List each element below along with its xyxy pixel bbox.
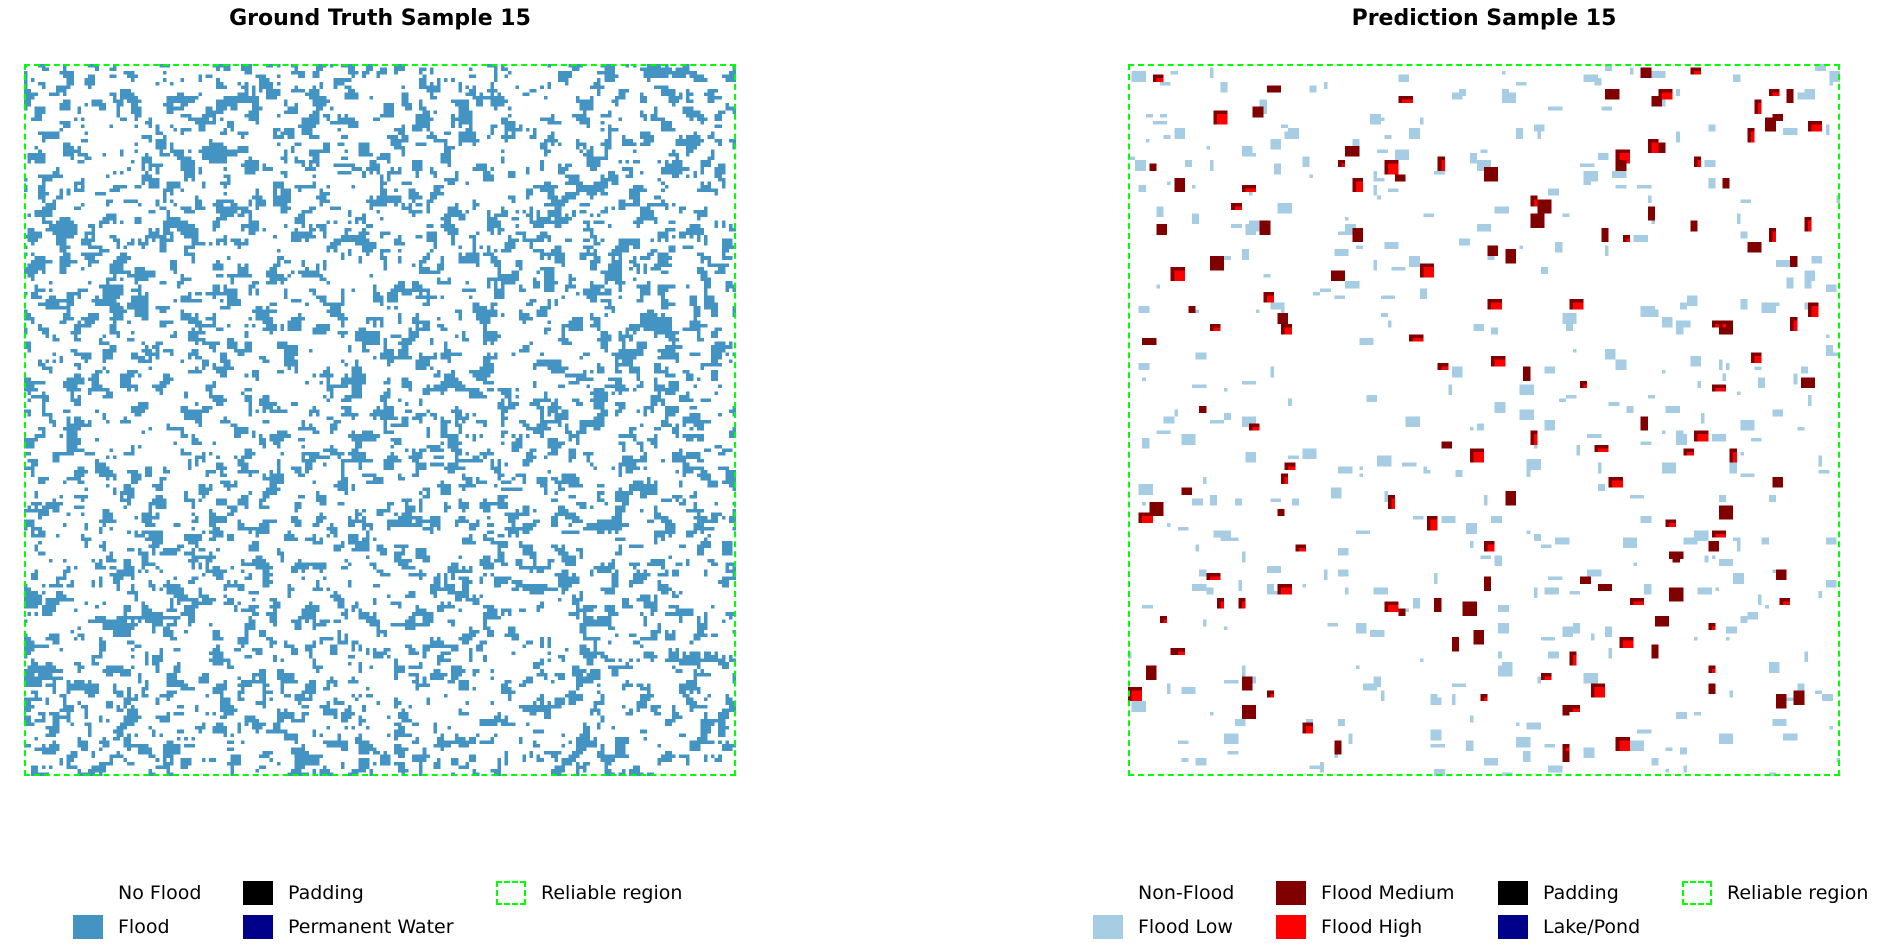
legend-swatch [243,915,273,939]
legend-label: Lake/Pond [1543,916,1641,938]
legend-item-reliable-region: Reliable region [1682,880,1868,906]
reliable-region-outline [1128,64,1840,776]
legend-label: Flood Low [1138,916,1233,938]
reliable-region-outline [24,64,736,776]
legend-item-flood: Flood [73,914,170,940]
legend-label: Non-Flood [1138,882,1235,904]
legend-swatch [73,915,103,939]
legend-item-no-flood: No Flood [73,880,201,906]
legend-swatch [243,881,273,905]
legend-item-flood-high: Flood High [1276,914,1422,940]
legend-swatch [1498,881,1528,905]
legend-swatch [1276,881,1306,905]
legend-label: Flood [118,916,170,938]
legend-item-padding: Padding [1498,880,1619,906]
legend-label: Reliable region [1727,882,1869,904]
legend-swatch [73,881,103,905]
legend-item-lake-pond: Lake/Pond [1498,914,1640,940]
legend-label: No Flood [118,882,202,904]
ground-truth-raster [24,64,736,776]
legend-swatch [1498,915,1528,939]
prediction-title: Prediction Sample 15 [1351,6,1617,31]
legend-item-flood-medium: Flood Medium [1276,880,1455,906]
legend-item-permanent-water: Permanent Water [243,914,454,940]
legend-label: Flood High [1321,916,1423,938]
ground-truth-title: Ground Truth Sample 15 [229,6,531,31]
legend-item-non-flood: Non-Flood [1093,880,1234,906]
legend-swatch [1682,881,1712,905]
legend-swatch [496,881,526,905]
prediction-raster [1128,64,1840,776]
legend-swatch [1276,915,1306,939]
legend-swatch [1093,881,1123,905]
legend-item-reliable-region: Reliable region [496,880,682,906]
ground-truth-map [24,64,736,776]
prediction-map [1128,64,1840,776]
legend-label: Padding [1543,882,1619,904]
legend-item-flood-low: Flood Low [1093,914,1233,940]
legend-label: Padding [288,882,364,904]
legend-label: Reliable region [541,882,683,904]
legend-item-padding: Padding [243,880,364,906]
legend-swatch [1093,915,1123,939]
legend-label: Flood Medium [1321,882,1455,904]
legend-label: Permanent Water [288,916,454,938]
